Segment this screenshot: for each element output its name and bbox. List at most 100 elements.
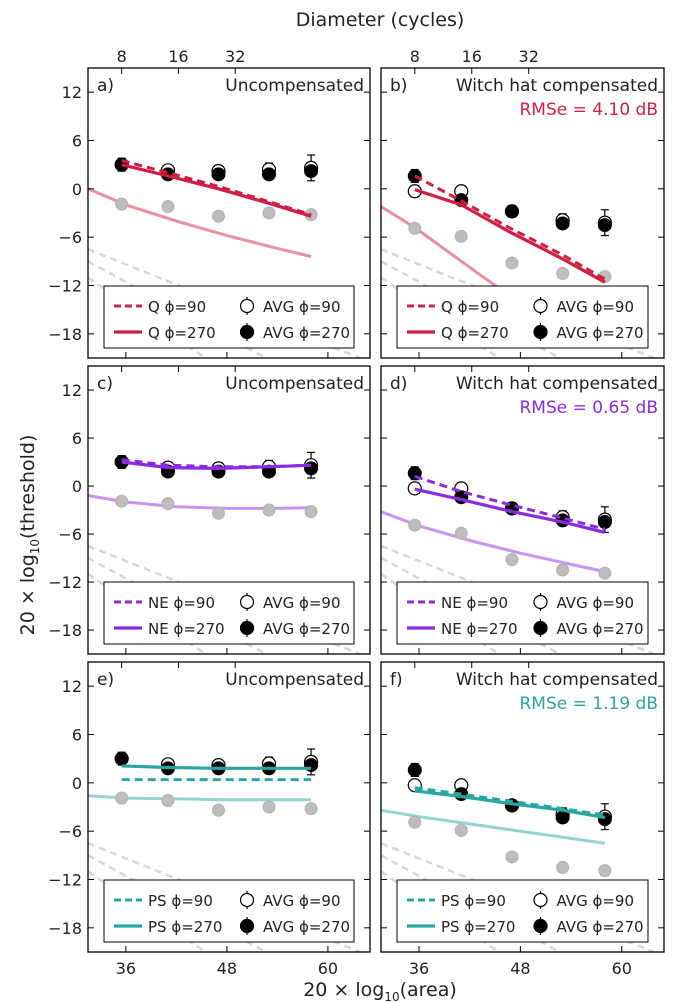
panel-label: a) [97,76,114,96]
panel-title: Witch hat compensated [456,374,658,394]
y-tick-label: 12 [62,381,82,400]
panel-title: Uncompensated [225,374,364,394]
panel-c: 12 6 0 −6 −12 −18 c) Uncompensated NE ϕ=90 AVG ϕ=… [48,365,371,655]
fit-line-90 [414,174,606,281]
gray-point [556,266,570,280]
top-tick-label: 8 [117,47,127,66]
legend-label: Q ϕ=90 [441,298,499,316]
gray-point [556,563,570,577]
legend-label: Q ϕ=90 [148,298,206,316]
legend-open-marker [533,594,548,610]
background-dashed-line [88,870,208,952]
legend-open-marker [239,594,255,610]
background-dashed-line [381,870,502,952]
legend-label: AVG ϕ=90 [263,298,341,316]
plot-area [381,168,658,358]
top-tick-label: 8 [410,47,420,66]
y-tick-label: −18 [48,325,82,344]
background-dashed-line [88,572,208,654]
legend-label: AVG ϕ=90 [263,892,341,910]
avg-270-point [407,762,422,777]
y-tick-label: 0 [72,774,82,793]
avg-270-point [504,204,519,219]
panel-title: Witch hat compensated [456,76,658,96]
gray-point [262,800,276,814]
gray-point [505,850,519,864]
gray-point [115,197,129,211]
background-dashed-line [88,276,208,358]
y-axis-label: 20 × log10(threshold) [17,435,42,636]
x-tick-label: 48 [217,959,237,978]
y-tick-label: −18 [48,621,82,640]
legend-label: NE ϕ=270 [148,620,225,638]
gray-point [161,497,175,511]
legend-open-marker [533,892,548,908]
fit-line-90 [414,474,606,531]
legend-label: AVG ϕ=270 [263,620,350,638]
gray-point [262,503,276,517]
legend-box [396,879,649,943]
gray-point [161,794,175,808]
legend: PS ϕ=90 AVG ϕ=90 PS ϕ=270 AVG ϕ=270 [103,879,355,943]
avg-270-point [261,167,276,182]
panel-b: 8 16 32 b) Witch hat compensated RMSe = 4.10 … [380,47,665,359]
gray-point [454,526,468,540]
legend-open-marker [239,298,255,314]
gray-point [598,566,612,580]
gray-point [211,209,225,223]
legend-label: AVG ϕ=90 [557,298,635,316]
y-tick-label: 0 [72,180,82,199]
panel-f: 36 48 60 f) Witch hat compensated RMSe = 1.19… [380,661,665,978]
panel-title: Uncompensated [225,76,364,96]
avg-270-point [304,164,319,179]
fit-line-270 [121,163,312,218]
y-tick-label: 12 [62,83,82,102]
background-dashed-line [381,276,502,358]
panel-title: Uncompensated [225,670,364,690]
avg-270-point [555,810,570,825]
panel-label: b) [390,76,407,96]
legend: NE ϕ=90 AVG ϕ=90 NE ϕ=270 AVG ϕ=270 [103,581,355,645]
panels: 12 60 −6 −12 −18 8 16 32 a) Uncompensated Q ϕ=90 AV… [48,47,665,978]
legend-label: AVG ϕ=90 [557,594,635,612]
legend-label: Q ϕ=270 [441,324,509,342]
fit-line-light [381,808,606,845]
gray-point [556,860,570,874]
top-axis-label: Diameter (cycles) [296,9,465,31]
x-tick-label: 48 [510,959,530,978]
fit-line-270 [414,188,606,284]
legend-filled-marker [239,918,255,934]
legend-label: AVG ϕ=270 [263,918,350,936]
rmse-label: RMSe = 4.10 dB [520,100,659,120]
gray-point [408,815,422,829]
fit-line-270 [121,764,312,770]
gray-point [304,802,318,816]
panel-label: f) [390,670,403,690]
y-tick-label: −6 [58,525,82,544]
legend: Q ϕ=90 AVG ϕ=90 Q ϕ=270 AVG ϕ=270 [103,285,355,349]
gray-point [304,505,318,519]
legend-filled-marker [239,620,255,636]
avg-270-point [211,167,226,182]
fit-line-270 [414,487,606,534]
top-tick-label: 32 [225,47,245,66]
legend-label: NE ϕ=90 [148,594,215,612]
gray-point [598,864,612,878]
top-tick-label: 16 [462,47,482,66]
panel-frame [380,365,665,655]
legend-label: PS ϕ=90 [441,892,506,910]
x-tick-label: 60 [612,959,632,978]
legend-box [103,581,355,645]
y-tick-label: −12 [48,871,82,890]
fit-line-270 [414,789,606,820]
panel-frame [87,365,371,655]
legend-box [396,285,649,349]
y-tick-label: 0 [72,477,82,496]
legend-box [396,581,649,645]
y-tick-label: −6 [58,822,82,841]
y-tick-label: 12 [62,677,82,696]
panel-label: c) [97,374,113,394]
legend-label: PS ϕ=270 [148,918,222,936]
plot-area [88,748,364,952]
x-tick-label: 60 [318,959,338,978]
